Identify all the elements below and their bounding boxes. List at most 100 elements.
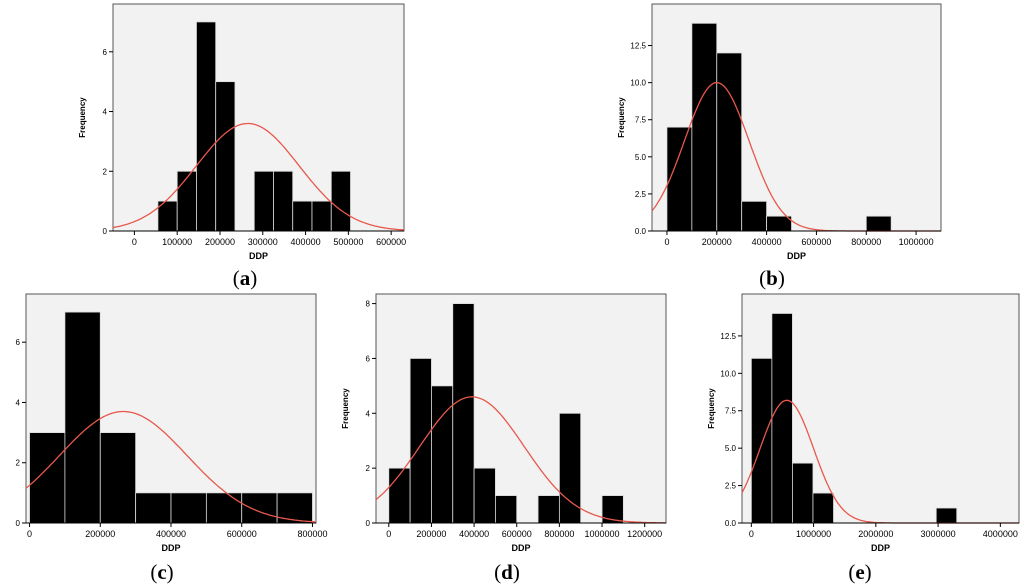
x-tick-label: 400000 (291, 237, 321, 247)
x-tick-label: 500000 (333, 237, 363, 247)
x-tick-label: 200000 (416, 529, 446, 539)
x-tick-label: 0 (27, 529, 32, 539)
x-tick-label: 600000 (801, 237, 831, 247)
x-tick-label: 400000 (459, 529, 489, 539)
normal-curve (112, 122, 405, 231)
x-tick-label: 100000 (162, 237, 192, 247)
x-tick-label: 1000000 (796, 529, 831, 539)
panel-label-b: (b) (759, 266, 785, 290)
x-tick-label: 600000 (376, 237, 406, 247)
y-tick-label: 10.0 (720, 369, 736, 378)
y-tick-label: 7.5 (725, 407, 737, 416)
x-tick-label: 0 (664, 237, 669, 247)
x-axis-title: DDP (249, 251, 268, 261)
y-tick-label: 12.5 (630, 42, 646, 51)
y-tick-label: 4 (16, 398, 21, 407)
histogram-bar (292, 200, 313, 232)
y-axis-title: Frequency (707, 388, 716, 429)
y-tick-label: 7.5 (635, 116, 647, 125)
panel-label-d: (d) (494, 560, 520, 584)
histogram-bar (741, 200, 768, 232)
histogram-bar (135, 492, 172, 524)
y-tick-label: 2.5 (635, 190, 647, 199)
x-tick-label: 0 (749, 529, 754, 539)
histogram-bar (205, 492, 243, 524)
histogram-bar (750, 357, 773, 524)
x-axis-title: DDP (161, 543, 180, 553)
y-tick-label: 0.0 (635, 227, 647, 236)
histogram-bar (431, 385, 454, 524)
y-tick-label: 5.0 (635, 153, 647, 162)
x-tick-label: 2000000 (858, 529, 893, 539)
panel-label-a: (a) (232, 266, 258, 290)
x-axis-title: DDP (871, 543, 890, 553)
histogram-bar (388, 467, 411, 524)
histogram-bar (29, 432, 66, 524)
histogram-bar (865, 215, 892, 232)
chart-d: 0 200000 400000 600000 800000 1000000 1200000 0… (341, 293, 667, 553)
histogram-bar (241, 492, 278, 524)
y-tick-label: 2 (103, 167, 108, 176)
histogram-bar (99, 432, 137, 524)
x-tick-label: 600000 (502, 529, 532, 539)
y-tick-label: 6 (366, 354, 371, 363)
histogram-bar (495, 495, 518, 524)
histogram-bar (792, 462, 814, 524)
histogram-bar (170, 492, 207, 524)
x-tick-label: 200000 (205, 237, 235, 247)
x-tick-label: 4000000 (983, 529, 1018, 539)
y-tick-label: 6 (103, 48, 108, 57)
histogram-bar (537, 495, 560, 524)
x-axis-title: DDP (787, 251, 806, 261)
panel-label-c: (c) (150, 560, 174, 584)
y-tick-label: 4 (103, 108, 108, 117)
x-tick-label: 0 (132, 237, 137, 247)
histogram-bar (311, 200, 332, 232)
histogram-bar (716, 52, 743, 232)
histogram-bar (176, 170, 197, 232)
histogram-bar (330, 170, 351, 232)
x-tick-label: 1000000 (585, 529, 620, 539)
chart-c: 02000004000006000008000000246DDPFrequenc… (16, 293, 327, 553)
normal-curve (375, 396, 666, 524)
x-tick-label: 1000000 (899, 237, 934, 247)
x-tick-label: 600000 (227, 529, 257, 539)
y-tick-label: 2.5 (725, 482, 737, 491)
x-tick-label: 0 (386, 529, 391, 539)
y-tick-label: 0 (103, 227, 108, 236)
histogram-bar (666, 126, 693, 232)
x-tick-label: 400000 (156, 529, 186, 539)
y-tick-label: 5.0 (725, 444, 737, 453)
x-tick-label: 800000 (851, 237, 881, 247)
y-tick-label: 0 (16, 519, 21, 528)
histogram-bar (771, 313, 793, 524)
histogram-bar (601, 495, 624, 524)
x-tick-label: 3000000 (921, 529, 956, 539)
histogram-bar (473, 467, 496, 524)
y-tick-label: 6 (16, 338, 21, 347)
histogram-bar (452, 303, 475, 524)
x-tick-label: 200000 (702, 237, 732, 247)
chart-a: 0 100000 200000 300000 400000 500000 600000 0 2 4… (78, 3, 406, 261)
y-tick-label: 2 (366, 464, 371, 473)
y-axis-title: Frequency (617, 97, 626, 138)
histogram-bar (812, 492, 834, 524)
y-tick-label: 10.0 (630, 79, 646, 88)
histogram-bar (935, 507, 958, 524)
x-tick-label: 400000 (752, 237, 782, 247)
y-axis-title: Frequency (341, 388, 350, 429)
y-tick-label: 0.0 (725, 519, 737, 528)
y-tick-label: 2 (16, 459, 21, 468)
x-tick-label: 300000 (248, 237, 278, 247)
y-tick-label: 4 (366, 409, 371, 418)
normal-curve (25, 410, 317, 523)
chart-b: 0 200000 400000 600000 800000 1000000 0.0 2.5 5.… (617, 3, 942, 261)
chart-e: 0 1000000 2000000 3000000 4000000 0.0 2.5 5.0 7.… (707, 293, 1020, 553)
histogram-bar (253, 170, 274, 232)
x-tick-label: 800000 (544, 529, 574, 539)
histogram-bar (215, 81, 236, 232)
histogram-bar (196, 21, 217, 232)
histogram-bar (409, 358, 432, 524)
y-tick-label: 0 (366, 519, 371, 528)
y-tick-label: 8 (366, 300, 371, 309)
